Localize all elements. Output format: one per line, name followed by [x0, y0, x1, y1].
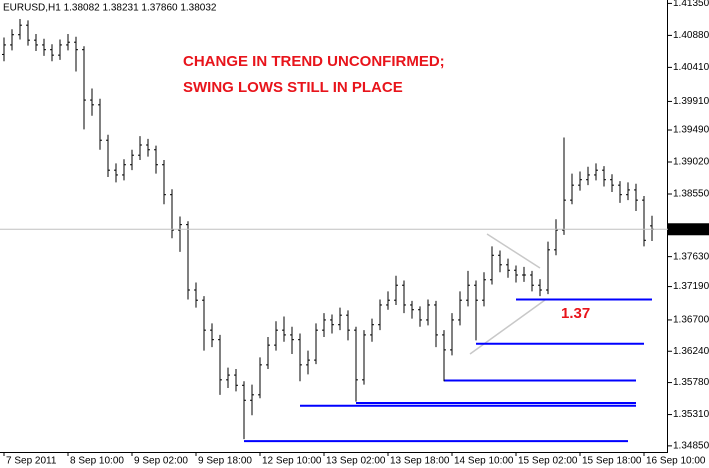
x-tick-label: 12 Sep 10:00: [262, 456, 322, 467]
x-tick-label: 16 Sep 10:00: [646, 456, 706, 467]
y-tick-label: 1.39490: [673, 125, 709, 136]
y-tick-label: 1.40410: [673, 62, 709, 73]
y-tick-label: 1.39020: [673, 157, 709, 168]
y-tick-label: 1.36700: [673, 315, 709, 326]
y-tick-label: 1.40880: [673, 30, 709, 41]
x-tick-label: 15 Sep 18:00: [582, 456, 642, 467]
x-tick-label: 9 Sep 18:00: [198, 456, 252, 467]
chart-header: EURUSD,H1 1.38082 1.38231 1.37860 1.3803…: [3, 3, 217, 14]
x-tick-label: 14 Sep 10:00: [454, 456, 514, 467]
y-tick-label: 1.41350: [673, 0, 709, 9]
y-tick-label: 1.36240: [673, 346, 709, 357]
x-tick-label: 8 Sep 10:00: [70, 456, 124, 467]
x-tick-label: 13 Sep 18:00: [390, 456, 450, 467]
annotation: SWING LOWS STILL IN PLACE: [183, 79, 403, 96]
x-tick-label: 13 Sep 02:00: [326, 456, 386, 467]
y-tick-label: 1.35780: [673, 377, 709, 388]
trend-line: [469, 299, 546, 355]
annotation: 1.37: [561, 305, 590, 322]
y-tick-label: 1.37190: [673, 281, 709, 292]
current-price-label: 1.38032: [673, 224, 709, 235]
x-tick-label: 15 Sep 02:00: [518, 456, 578, 467]
annotation: CHANGE IN TREND UNCONFIRMED;: [183, 53, 445, 70]
y-tick-label: 1.38550: [673, 189, 709, 200]
x-tick-label: 9 Sep 02:00: [134, 456, 188, 467]
current-price-tag: [668, 223, 709, 236]
x-tick-label: 7 Sep 2011: [6, 456, 57, 467]
y-tick-label: 1.34850: [673, 441, 709, 452]
y-tick-label: 1.37630: [673, 251, 709, 262]
y-tick-label: 1.39910: [673, 96, 709, 107]
trend-line: [486, 233, 541, 269]
y-tick-label: 1.35310: [673, 409, 709, 420]
